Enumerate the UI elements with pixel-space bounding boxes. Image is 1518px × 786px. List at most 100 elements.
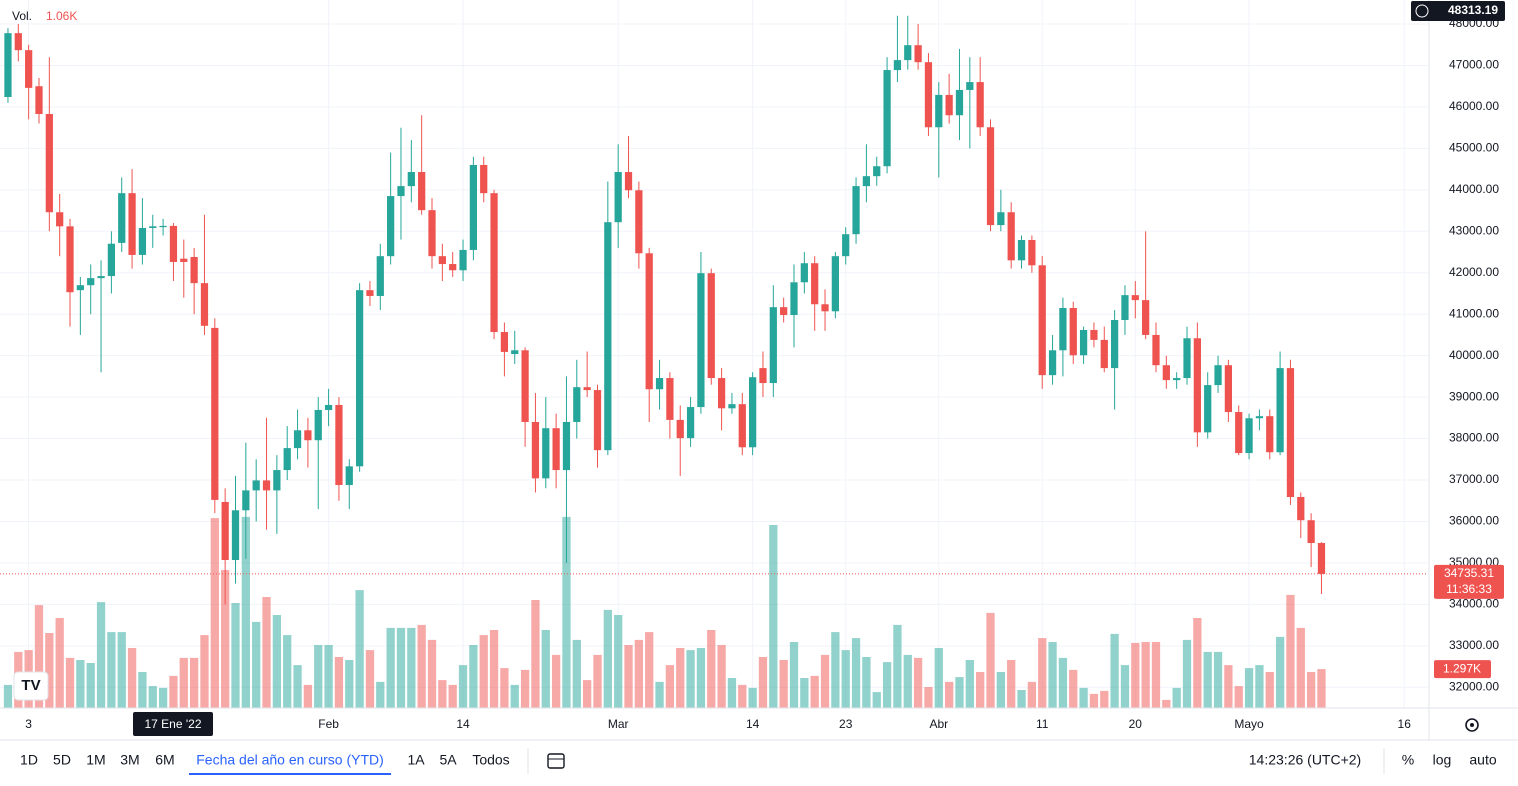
candle-body xyxy=(449,264,457,271)
volume-bar xyxy=(986,612,995,708)
volume-bar xyxy=(345,660,354,708)
candle-body xyxy=(924,62,933,128)
volume-bar xyxy=(800,678,809,708)
volume-bar xyxy=(293,665,302,708)
candle-body xyxy=(25,50,33,88)
volume-bar xyxy=(158,687,168,708)
candle-body xyxy=(500,332,509,352)
x-tick-label: 3 xyxy=(25,717,32,731)
range-button[interactable]: 6M xyxy=(155,752,174,768)
y-tick-label: 38000.00 xyxy=(1449,431,1499,445)
candle-body xyxy=(542,428,550,479)
candle-body xyxy=(749,377,757,448)
volume-bar xyxy=(510,684,519,708)
crosshair-date-box xyxy=(133,712,213,736)
y-tick-label: 43000.00 xyxy=(1449,223,1499,237)
candle-body xyxy=(262,480,271,491)
volume-bar xyxy=(86,663,95,708)
range-button[interactable]: 1A xyxy=(407,752,425,768)
volume-bar xyxy=(1048,642,1057,708)
volume-bar xyxy=(1224,665,1233,708)
y-tick-label: 45000.00 xyxy=(1449,141,1499,155)
candle-body xyxy=(666,378,674,420)
volume-bar xyxy=(1172,687,1181,708)
candle-body xyxy=(1276,368,1284,453)
candle-body xyxy=(159,225,167,228)
candle-body xyxy=(324,404,333,410)
candle-body xyxy=(873,166,881,177)
candle-body xyxy=(128,193,136,255)
candle-body xyxy=(935,94,943,128)
volume-bar xyxy=(583,680,592,708)
candle-body xyxy=(1204,385,1212,433)
volume-bar xyxy=(179,657,188,708)
candle-body xyxy=(1193,338,1201,433)
candle-body xyxy=(1079,329,1088,356)
volume-bar xyxy=(500,668,509,708)
volume-bar xyxy=(758,657,768,708)
top-price-label: 48313.19 xyxy=(1448,3,1498,17)
volume-title: Vol. xyxy=(12,9,32,23)
candle-body xyxy=(169,225,178,262)
x-tick-label: Mar xyxy=(608,717,629,731)
volume-bar xyxy=(820,654,830,708)
volume-bar xyxy=(696,648,706,708)
volume-bar xyxy=(469,645,478,708)
candle-body xyxy=(1110,320,1119,369)
candle-body xyxy=(221,501,229,561)
scale-option[interactable]: log xyxy=(1433,752,1452,768)
volume-bar xyxy=(1131,642,1140,708)
y-tick-label: 47000.00 xyxy=(1449,58,1499,72)
volume-bar xyxy=(138,672,147,708)
candle-body xyxy=(1317,543,1326,574)
range-button[interactable]: Fecha del año en curso (YTD) xyxy=(196,752,384,768)
x-tick-label: 20 xyxy=(1129,717,1143,731)
volume-bar xyxy=(1069,669,1078,708)
scale-option[interactable]: % xyxy=(1402,752,1414,768)
plus-icon[interactable] xyxy=(1415,4,1429,18)
volume-bar xyxy=(593,654,602,708)
volume-bar xyxy=(924,687,933,708)
candle-body xyxy=(997,212,1005,226)
y-tick-label: 44000.00 xyxy=(1449,182,1499,196)
volume-bar xyxy=(851,638,861,708)
settings-icon[interactable] xyxy=(1465,718,1479,732)
volume-bar xyxy=(614,615,623,708)
volume-bar xyxy=(1100,690,1109,708)
range-button[interactable]: 5A xyxy=(439,752,457,768)
candle-body xyxy=(676,419,684,439)
candle-body xyxy=(469,164,477,250)
candle-body xyxy=(107,243,116,277)
volume-bar xyxy=(903,654,912,708)
candle-body xyxy=(407,172,415,187)
range-button[interactable]: 3M xyxy=(120,752,139,768)
svg-text:TV: TV xyxy=(21,677,40,694)
volume-bar xyxy=(603,609,612,708)
time-label[interactable]: 14:23:26 (UTC+2) xyxy=(1249,752,1361,768)
volume-bar xyxy=(572,639,581,708)
volume-bar xyxy=(438,680,447,708)
candle-body xyxy=(511,350,519,354)
candle-body xyxy=(655,378,664,390)
x-tick-label: 14 xyxy=(746,717,760,731)
volume-bar xyxy=(976,672,985,708)
volume-bar xyxy=(34,605,44,708)
range-button[interactable]: 5D xyxy=(53,752,71,768)
candle-body xyxy=(1183,338,1191,379)
volume-bar xyxy=(407,627,416,708)
y-tick-label: 39000.00 xyxy=(1449,389,1499,403)
volume-bar xyxy=(831,632,840,708)
volume-bar xyxy=(676,648,685,708)
candle-body xyxy=(45,113,53,213)
calendar-icon[interactable] xyxy=(547,753,565,769)
scale-option[interactable]: auto xyxy=(1469,752,1496,768)
volume-bar xyxy=(1213,651,1223,708)
range-button[interactable]: 1M xyxy=(86,752,105,768)
range-button[interactable]: 1D xyxy=(20,752,38,768)
candle-body xyxy=(66,226,74,293)
range-button[interactable]: Todos xyxy=(472,752,509,768)
candle-body xyxy=(604,222,612,451)
volume-bar xyxy=(996,672,1005,708)
volume-bar xyxy=(386,627,395,708)
candle-body xyxy=(1266,416,1274,453)
